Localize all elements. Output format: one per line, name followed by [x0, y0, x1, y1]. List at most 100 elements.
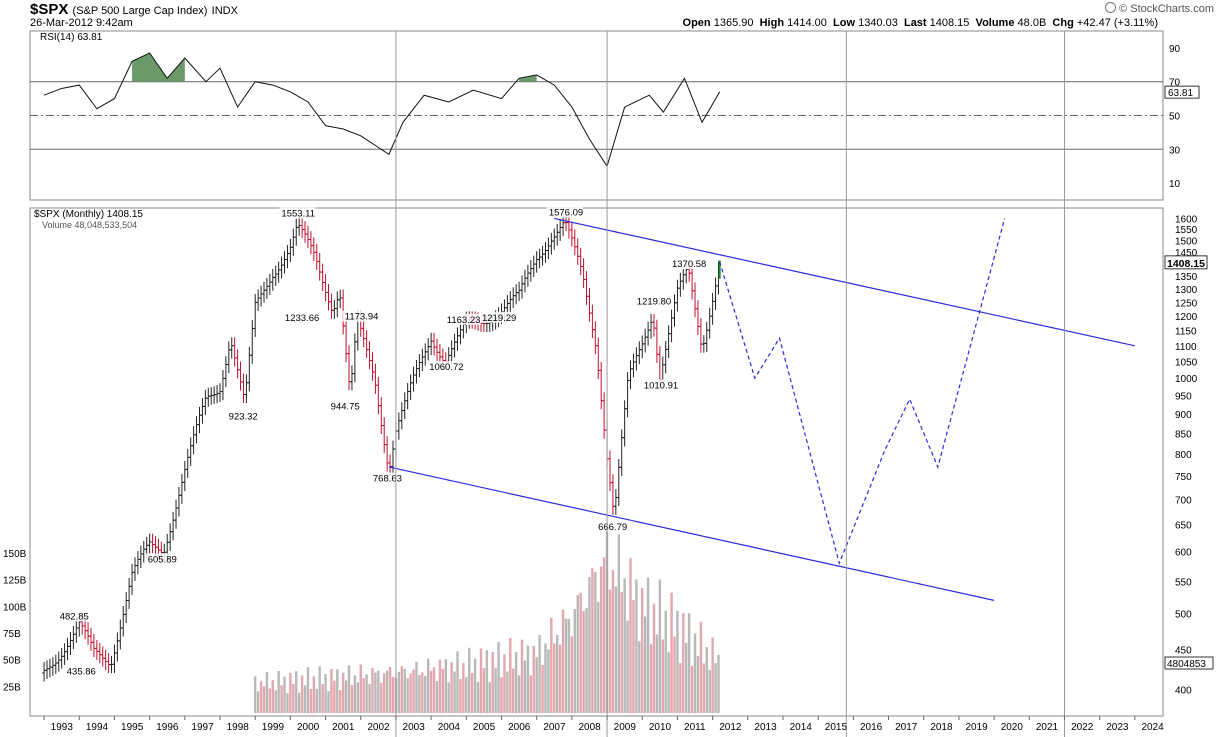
x-tick-label: 2012 [719, 722, 742, 733]
volume-bar [638, 641, 641, 713]
annotation-bg [444, 313, 481, 325]
volume-bar [497, 641, 500, 713]
volume-bar [336, 669, 339, 713]
volume-bar [447, 682, 450, 713]
annotation-bg [282, 311, 319, 323]
x-tick-label: 2015 [825, 722, 848, 733]
rsi-tick-label: 30 [1169, 145, 1181, 156]
volume-bar [664, 610, 667, 713]
volume-bar [576, 594, 579, 713]
x-tick-label: 2010 [649, 722, 672, 733]
volume-bar [517, 675, 521, 713]
volume-bar [479, 648, 483, 713]
volume-bar [602, 557, 606, 713]
datetime: 26-Mar-2012 9:42am [30, 17, 133, 29]
volume-bar [383, 673, 386, 713]
volume-bar [450, 662, 453, 713]
volume-bar [685, 642, 688, 713]
volume-bar [529, 675, 533, 713]
volume-bar [277, 670, 280, 713]
price-legend: $SPX (Monthly) 1408.15 [34, 209, 143, 220]
volume-bar [303, 685, 307, 713]
volume-bar [567, 618, 571, 713]
price-annotation: 1576.09 [549, 208, 583, 219]
volume-bar [377, 670, 380, 713]
price-annotation: 666.79 [598, 522, 627, 533]
price-annotation: 1233.66 [285, 313, 319, 324]
annotation-bg [57, 610, 94, 622]
volume-bar [623, 578, 626, 713]
volume-label: Volume [975, 17, 1015, 29]
x-tick-label: 2003 [403, 722, 426, 733]
x-tick-label: 2023 [1106, 722, 1129, 733]
annotation-bg [370, 472, 407, 484]
volume-bar [532, 645, 535, 713]
volume-bar [280, 685, 283, 713]
x-tick-label: 2002 [367, 722, 390, 733]
volume-bar [690, 665, 694, 713]
volume-bar [553, 643, 556, 713]
open-value: 1365.90 [713, 17, 754, 29]
price-annotation: 1010.91 [644, 380, 678, 391]
price-tick-label: 1250 [1175, 298, 1198, 309]
price-tick-label: 600 [1175, 548, 1192, 559]
volume-bar [292, 683, 295, 713]
chg-label: Chg [1052, 17, 1074, 29]
volume-bar [696, 655, 700, 713]
volume-bar [362, 678, 365, 713]
x-tick-label: 1997 [191, 722, 214, 733]
rsi-tick-label: 90 [1169, 44, 1181, 55]
low-label: Low [833, 17, 856, 29]
volume-bar [711, 637, 714, 713]
price-tick-label: 850 [1175, 429, 1192, 440]
price-tick-label: 700 [1175, 495, 1192, 506]
annotation-bg [427, 361, 464, 373]
last-price-label: 1408.15 [1167, 258, 1205, 270]
volume-bar [632, 599, 635, 713]
volume-bar [385, 670, 389, 713]
volume-bar [714, 663, 717, 713]
watermark: © StockCharts.com [1105, 2, 1214, 15]
volume-bar [350, 685, 354, 713]
volume-bar [470, 672, 474, 713]
volume-bar [652, 603, 656, 713]
last-volume-box [1164, 656, 1214, 670]
volume-tick-label: 150B [3, 549, 27, 560]
volume-bar [476, 681, 480, 713]
volume-bar [667, 652, 670, 713]
price-tick-label: 1050 [1175, 358, 1198, 369]
last-price-box [1164, 255, 1208, 270]
x-tick-label: 2006 [508, 722, 531, 733]
volume-bar [591, 568, 594, 713]
volume-bar [676, 610, 679, 713]
volume-bar [579, 592, 582, 713]
volume-bar [406, 678, 409, 713]
volume-tick-label: 50B [3, 656, 21, 667]
volume-bar [506, 671, 509, 713]
volume-bar [289, 672, 292, 713]
volume-bar [673, 636, 676, 713]
volume-bar [649, 644, 653, 713]
volume-bar [717, 654, 720, 713]
price-tick-label: 1000 [1175, 374, 1198, 385]
x-axis: 1993 1994 1995 1996 1997 1998 1999 2000 2001 2002… [43, 31, 1164, 737]
chart-title: $SPX (S&P 500 Large Cap Index) INDX [30, 1, 238, 18]
price-tick-label: 1100 [1175, 342, 1197, 353]
volume-bar [365, 674, 368, 713]
exchange: INDX [211, 5, 238, 17]
volume-bar [262, 686, 266, 713]
x-tick-label: 2024 [1141, 722, 1164, 733]
volume-bar [641, 587, 644, 713]
volume-bar [588, 576, 591, 713]
price-annotation: 435.86 [67, 666, 96, 677]
volume-bar [412, 669, 415, 713]
volume-bar [538, 634, 541, 713]
volume-bar [312, 676, 316, 713]
volume-bar [611, 570, 615, 713]
volume-bar [485, 650, 489, 713]
volume-bar [573, 609, 577, 713]
watermark-text: © StockCharts.com [1119, 3, 1214, 15]
price-annotation: 923.32 [229, 411, 258, 422]
price-tick-label: 1550 [1175, 225, 1198, 236]
volume-bar [679, 663, 682, 713]
